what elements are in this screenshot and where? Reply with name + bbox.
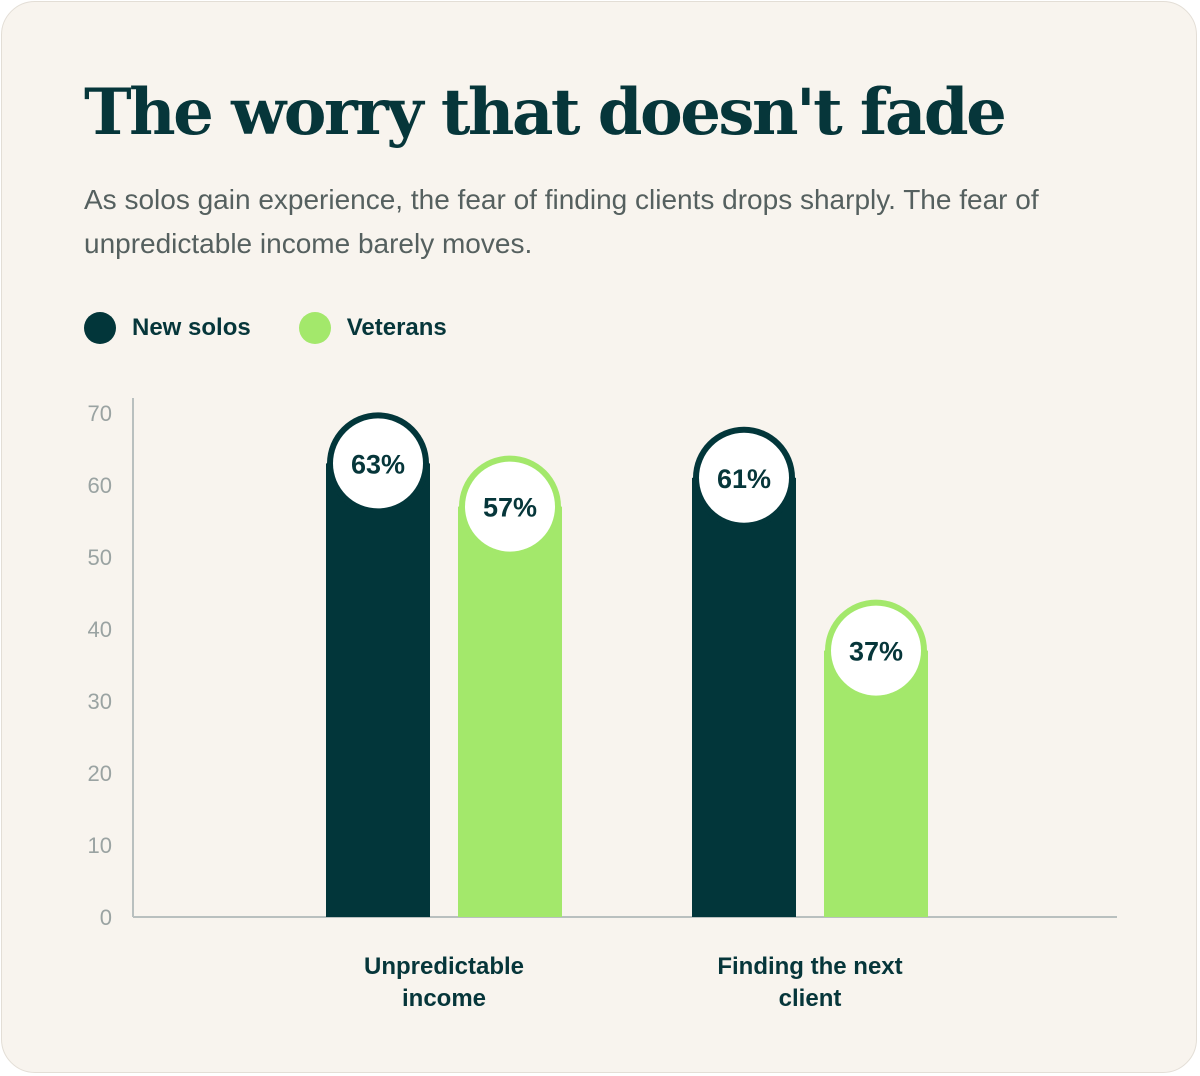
data-label: 61% [717,464,771,494]
chart-subtitle: As solos gain experience, the fear of fi… [84,184,1039,259]
x-category-label: client [779,985,842,1012]
data-label: 37% [849,637,903,667]
y-tick-label: 10 [88,833,112,858]
y-tick-label: 60 [88,473,112,498]
value-bubble [465,461,555,552]
y-tick-label: 50 [88,545,112,570]
value-bubble [699,432,789,523]
y-tick-label: 40 [88,617,112,642]
legend: New solos Veterans [84,312,495,344]
value-bubble [333,418,423,509]
x-category-label: income [402,985,486,1012]
x-category-label: Unpredictable [364,953,524,980]
y-tick-label: 0 [100,905,112,930]
legend-label-veterans: Veterans [346,314,447,341]
legend-item-new-solos: New solos [84,312,251,344]
y-tick-label: 20 [88,761,112,786]
y-tick-label: 30 [88,689,112,714]
bar [692,477,796,917]
legend-swatch-new-solos [84,312,116,344]
legend-item-veterans: Veterans [298,312,447,344]
data-label: 63% [351,449,405,479]
y-tick-label: 70 [88,401,112,426]
value-bubble [831,605,921,696]
chart-title: The worry that doesn't fade [84,75,1007,150]
legend-label-new-solos: New solos [132,314,251,341]
legend-swatch-veterans [298,312,331,344]
bar [326,463,430,917]
x-category-label: Finding the next [717,953,902,980]
data-label: 57% [483,493,537,523]
bar [458,506,562,917]
